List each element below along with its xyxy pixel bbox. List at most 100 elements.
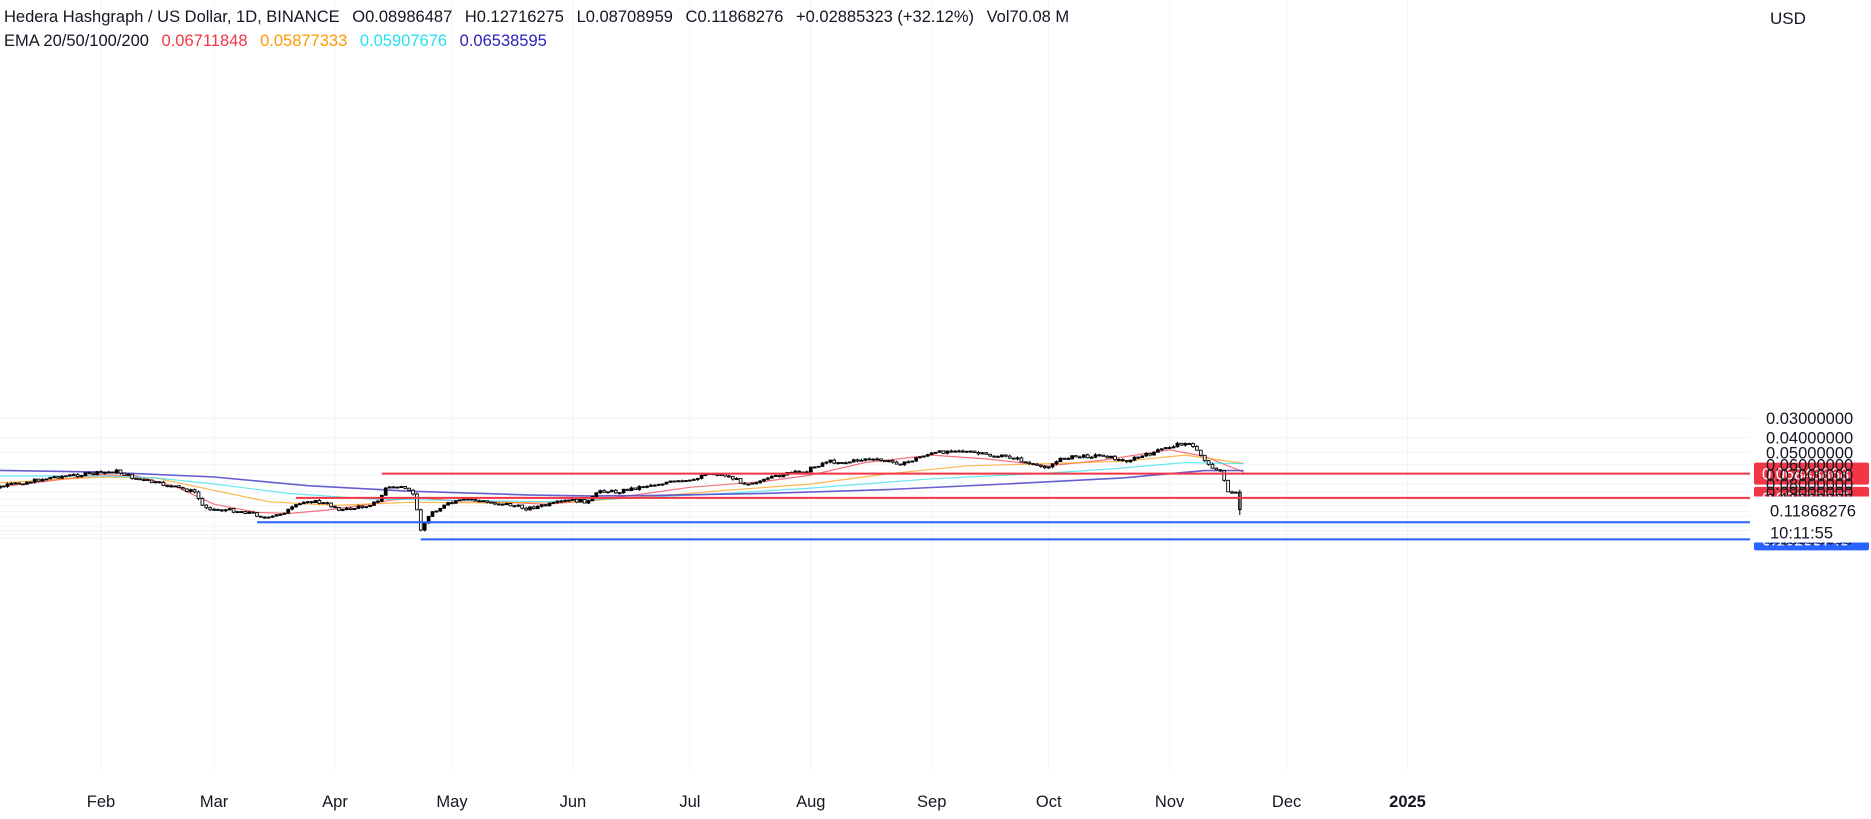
- candle: [103, 471, 107, 475]
- candle: [450, 501, 454, 505]
- candle: [691, 478, 696, 481]
- candle: [5, 482, 10, 488]
- candle: [1007, 454, 1012, 459]
- candle: [933, 451, 938, 454]
- candle: [992, 455, 996, 458]
- candle: [212, 507, 216, 511]
- candle: [1187, 442, 1191, 446]
- candle: [512, 504, 517, 508]
- candle: [1015, 456, 1020, 461]
- candle: [461, 498, 466, 501]
- candle: [165, 485, 170, 488]
- candle: [67, 474, 72, 478]
- candle: [290, 505, 294, 511]
- candle: [504, 502, 509, 506]
- candle: [60, 474, 64, 479]
- candle: [684, 480, 688, 482]
- candle: [95, 470, 99, 476]
- candle: [1120, 458, 1125, 462]
- candle: [886, 459, 891, 463]
- candle: [1191, 442, 1195, 448]
- candle: [859, 458, 864, 462]
- candle: [957, 449, 961, 453]
- candle: [309, 500, 314, 504]
- candle: [812, 466, 817, 469]
- candle: [746, 483, 751, 486]
- ema-lines: [0, 449, 1244, 515]
- currency-label[interactable]: USD: [1770, 9, 1806, 28]
- candle: [415, 492, 419, 511]
- candle: [652, 483, 657, 487]
- candle: [126, 473, 131, 476]
- price-axis[interactable]: 0.03000000 0.040000000.050000000.06000000…: [1754, 410, 1869, 548]
- indicator-title[interactable]: EMA 20/50/100/200: [4, 32, 149, 50]
- candle: [964, 450, 969, 453]
- candle: [1113, 455, 1117, 461]
- candle: [79, 474, 84, 478]
- candle: [1156, 448, 1160, 453]
- candle: [664, 481, 669, 485]
- candle: [1144, 452, 1149, 457]
- candle: [188, 488, 193, 493]
- candle: [149, 479, 154, 484]
- candle: [223, 508, 228, 513]
- candle: [1, 485, 6, 488]
- candle: [1011, 457, 1016, 460]
- candle: [582, 499, 587, 504]
- candle: [352, 507, 357, 511]
- candle: [1062, 457, 1067, 460]
- candle: [754, 481, 759, 485]
- candles: [0, 441, 1242, 532]
- candle: [1152, 451, 1156, 456]
- horizontal-levels[interactable]: 0.182337480.141371150.098232370.06843868: [257, 462, 1869, 551]
- candle: [695, 477, 700, 482]
- candle: [173, 485, 177, 488]
- candle: [734, 476, 739, 481]
- candle: [1222, 470, 1227, 482]
- candle: [372, 501, 376, 506]
- candle: [1128, 459, 1133, 463]
- candle: [134, 477, 138, 480]
- candle: [516, 504, 521, 508]
- candle: [816, 465, 821, 468]
- level-price-badge: [1754, 462, 1869, 485]
- candle: [524, 506, 528, 512]
- candle: [25, 481, 29, 485]
- candle: [699, 474, 704, 480]
- candle: [945, 450, 950, 455]
- candle: [1234, 491, 1238, 494]
- candle: [1042, 464, 1047, 470]
- candle: [660, 483, 665, 486]
- month-tick-label: Sep: [917, 793, 946, 811]
- candle: [153, 481, 158, 484]
- candle: [438, 507, 443, 513]
- time-axis[interactable]: Feb Mar Apr May Jun Jul Aug Sep Oct Nov Dec 2025: [87, 793, 1426, 811]
- ohlc-open: O0.08986487: [352, 8, 453, 26]
- candle: [844, 461, 848, 465]
- candle: [551, 501, 556, 505]
- candle: [808, 466, 813, 473]
- candle: [929, 452, 934, 456]
- candle: [925, 453, 930, 458]
- candle: [672, 480, 677, 483]
- candle: [83, 472, 88, 477]
- ohlc-high: H0.12716275: [464, 8, 564, 26]
- candle: [184, 488, 189, 493]
- ema-legend[interactable]: EMA 20/50/100/200 0.06711848 0.05877333 …: [4, 32, 547, 51]
- symbol-title[interactable]: Hedera Hashgraph / US Dollar, 1D, BINANC…: [4, 8, 340, 26]
- candle: [473, 498, 478, 502]
- candle: [395, 486, 400, 489]
- candle: [1019, 456, 1024, 463]
- candle: [239, 511, 244, 514]
- candle: [442, 504, 447, 509]
- candle: [9, 481, 14, 485]
- price-tick-label: 0.08000000: [1766, 476, 1853, 494]
- candle: [36, 478, 41, 482]
- candle: [1054, 460, 1059, 466]
- month-tick-label: Oct: [1036, 793, 1062, 811]
- candle: [641, 486, 645, 489]
- price-tick-label: 0.05000000: [1766, 444, 1853, 462]
- candle: [547, 502, 552, 507]
